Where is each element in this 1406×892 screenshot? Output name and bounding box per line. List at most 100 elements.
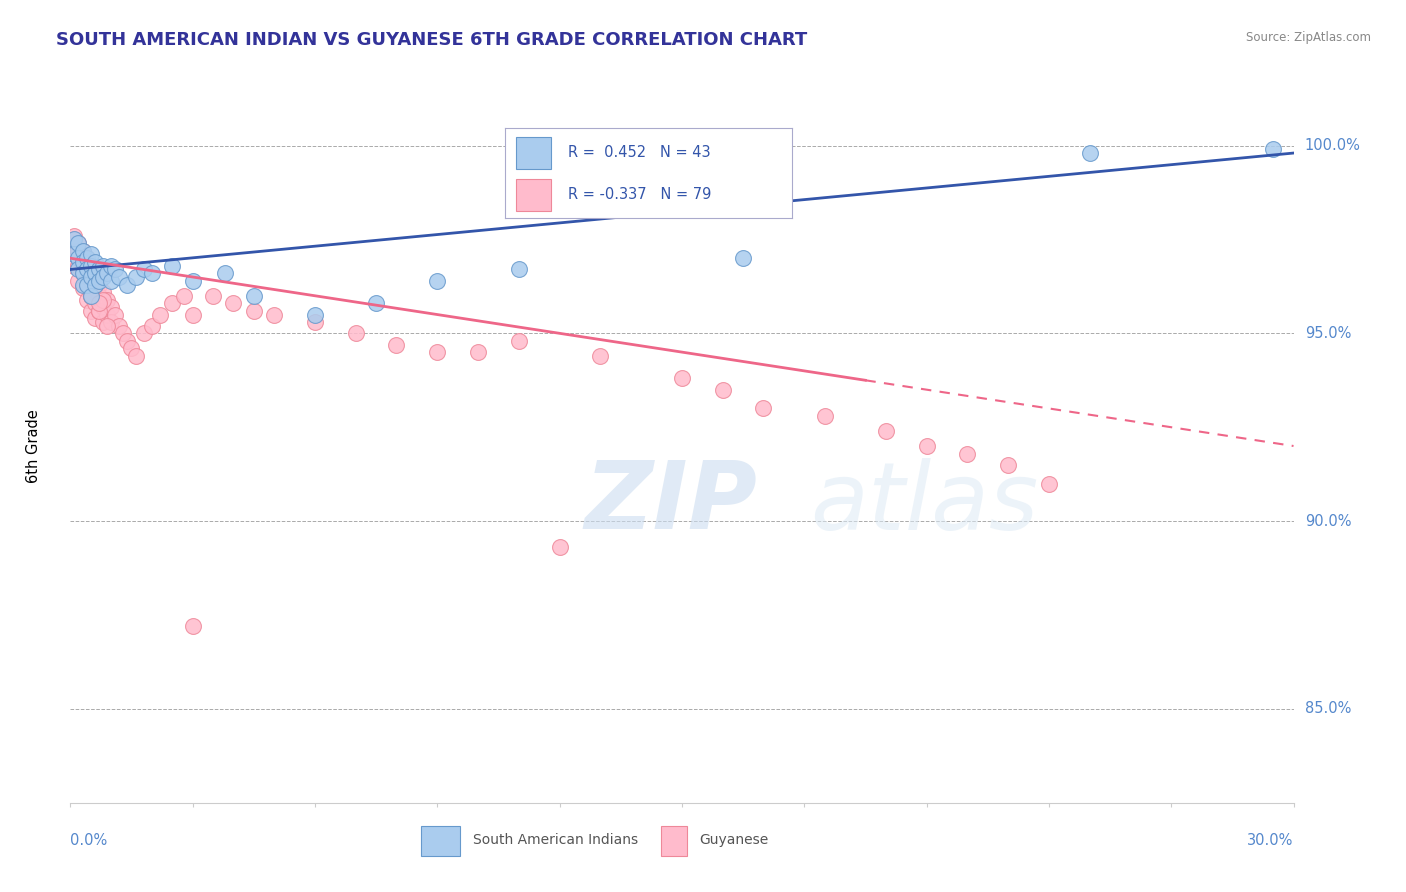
- Point: [548, 541, 571, 555]
- Point: [79, 289, 103, 303]
- Point: [214, 266, 236, 280]
- Point: [243, 289, 266, 303]
- Point: [79, 274, 103, 288]
- Point: [72, 255, 94, 269]
- Point: [87, 277, 110, 292]
- Point: [83, 277, 105, 292]
- Text: 30.0%: 30.0%: [1247, 833, 1294, 848]
- Point: [222, 296, 245, 310]
- Point: [83, 266, 105, 280]
- Point: [1038, 476, 1060, 491]
- Point: [173, 289, 195, 303]
- Point: [76, 277, 98, 292]
- Point: [96, 308, 118, 322]
- Text: 95.0%: 95.0%: [1305, 326, 1351, 341]
- Point: [63, 232, 86, 246]
- Point: [426, 345, 449, 359]
- Point: [304, 308, 326, 322]
- Point: [96, 266, 118, 280]
- Point: [96, 293, 118, 307]
- Point: [63, 259, 86, 273]
- Point: [79, 270, 103, 285]
- Point: [162, 296, 183, 310]
- Text: 90.0%: 90.0%: [1305, 514, 1351, 529]
- Point: [141, 266, 163, 280]
- Text: 0.0%: 0.0%: [70, 833, 107, 848]
- Point: [67, 251, 90, 265]
- Point: [117, 334, 139, 348]
- Point: [83, 255, 105, 269]
- Point: [63, 228, 86, 243]
- Point: [104, 308, 127, 322]
- Point: [67, 244, 90, 258]
- Point: [79, 259, 103, 273]
- Point: [956, 446, 979, 460]
- Point: [76, 270, 98, 285]
- Point: [121, 342, 143, 356]
- Point: [711, 383, 734, 397]
- Point: [63, 244, 86, 258]
- Point: [96, 318, 118, 333]
- Point: [79, 274, 103, 288]
- Point: [72, 259, 94, 273]
- Point: [72, 244, 94, 258]
- Point: [76, 262, 98, 277]
- Point: [91, 293, 114, 307]
- Point: [87, 262, 110, 277]
- Point: [67, 236, 90, 251]
- Point: [108, 270, 131, 285]
- Point: [366, 296, 388, 310]
- Point: [79, 303, 103, 318]
- Point: [141, 318, 163, 333]
- Point: [112, 326, 135, 341]
- Point: [63, 232, 86, 246]
- Point: [72, 244, 94, 258]
- Point: [87, 274, 110, 288]
- Point: [83, 311, 105, 326]
- Point: [76, 262, 98, 277]
- Point: [87, 289, 110, 303]
- Point: [202, 289, 225, 303]
- Point: [124, 349, 146, 363]
- Point: [67, 236, 90, 251]
- Point: [79, 289, 103, 303]
- Point: [100, 259, 122, 273]
- Point: [79, 247, 103, 261]
- Point: [67, 259, 90, 273]
- Point: [108, 318, 131, 333]
- Point: [83, 266, 105, 280]
- Point: [181, 274, 204, 288]
- Point: [67, 274, 90, 288]
- Point: [589, 349, 612, 363]
- Point: [733, 251, 755, 265]
- Point: [1078, 146, 1101, 161]
- Text: ZIP: ZIP: [583, 457, 756, 549]
- Point: [91, 285, 114, 299]
- Point: [813, 409, 835, 423]
- Text: 6th Grade: 6th Grade: [27, 409, 41, 483]
- Point: [72, 281, 94, 295]
- Point: [508, 262, 530, 277]
- Point: [76, 277, 98, 292]
- Point: [76, 251, 98, 265]
- Point: [181, 308, 204, 322]
- Point: [263, 308, 285, 322]
- Point: [344, 326, 367, 341]
- Point: [76, 293, 98, 307]
- Point: [132, 326, 155, 341]
- Point: [91, 259, 114, 273]
- Point: [132, 262, 155, 277]
- Point: [100, 274, 122, 288]
- Point: [875, 424, 897, 438]
- Text: 85.0%: 85.0%: [1305, 701, 1351, 716]
- Point: [91, 270, 114, 285]
- Point: [467, 345, 489, 359]
- Point: [997, 458, 1019, 472]
- Point: [72, 277, 94, 292]
- Point: [162, 259, 183, 273]
- Point: [72, 266, 94, 280]
- Point: [79, 289, 103, 303]
- Point: [426, 274, 449, 288]
- Point: [1261, 142, 1284, 156]
- Point: [72, 251, 94, 265]
